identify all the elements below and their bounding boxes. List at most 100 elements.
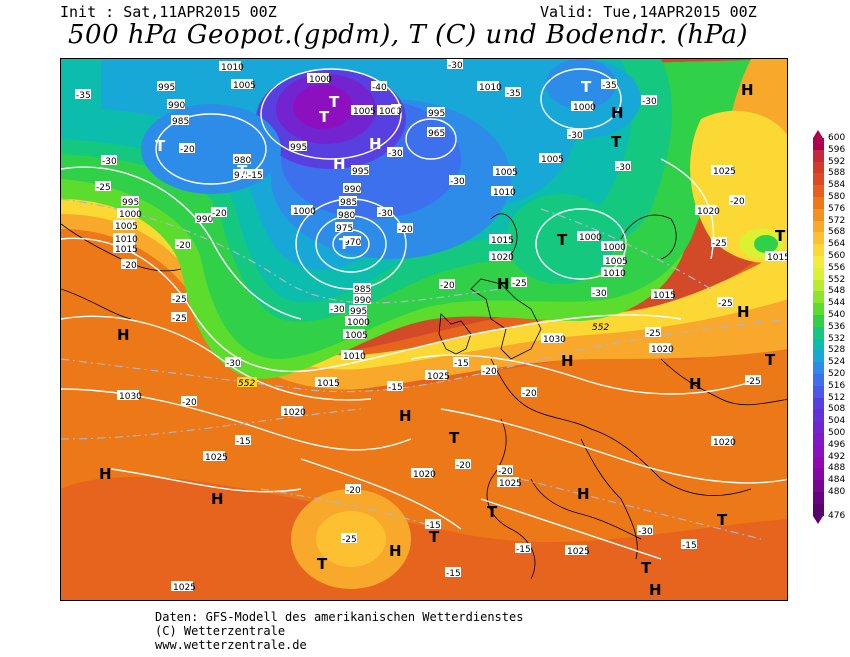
- credits-copyright: (C) Wetterzentrale: [155, 624, 286, 638]
- low-centre-3: T: [391, 101, 402, 119]
- legend-swatch: [813, 374, 824, 387]
- temp-label-i: -25: [172, 295, 187, 305]
- legend-swatch: [813, 161, 824, 174]
- coastlines: [61, 213, 787, 580]
- high-centre-8: H: [561, 352, 574, 370]
- pressure-centres: T T H H T T T T T H T T H T H H H H H T …: [99, 78, 786, 599]
- pressure-label-1015-d: 1015: [767, 253, 788, 263]
- temp-label-ap: -15: [426, 521, 441, 531]
- legend-value-label: 508: [828, 404, 846, 415]
- pressure-label-1025-c: 1025: [205, 453, 228, 463]
- temp-label-y: -20: [440, 281, 455, 291]
- legend-swatch: [813, 385, 824, 399]
- high-centre-2: H: [333, 155, 346, 173]
- pressure-label-1015-c: 1015: [653, 291, 676, 301]
- legend-value-label: 568: [828, 227, 846, 238]
- pressure-label-970: 970: [344, 238, 361, 248]
- legend-value-label: 476: [828, 510, 846, 521]
- legend-swatch: [813, 444, 824, 458]
- temp-label-ad: -15: [236, 437, 251, 447]
- legend-value-label: 528: [828, 345, 846, 356]
- pressure-label-1010-d: 1010: [479, 83, 502, 93]
- legend-swatch: [813, 480, 824, 493]
- legend-swatch: [813, 244, 824, 257]
- legend-value-label: 480: [828, 487, 846, 497]
- legend-value-label: 544: [828, 298, 846, 309]
- pressure-label-1010-e: 1010: [493, 188, 516, 198]
- legend-value-label: 548: [828, 286, 846, 297]
- legend-value-label: 588: [828, 168, 846, 179]
- high-centre-9: H: [689, 375, 702, 393]
- legend-swatch: [813, 315, 824, 328]
- legend-swatch: [813, 397, 824, 410]
- map-title: 500 hPa Geopot.(gpdm), T (C) und Bodendr…: [68, 20, 749, 50]
- legend-swatch: [813, 185, 824, 198]
- temp-label-at: -15: [682, 541, 697, 551]
- pressure-label-1005-d: 1005: [115, 222, 138, 232]
- legend-swatch: [813, 492, 824, 505]
- temp-label-n: -30: [450, 177, 465, 187]
- pressure-label-1000-h: 1000: [603, 243, 626, 253]
- pressure-label-1000-c: 1000: [293, 207, 316, 217]
- temp-label-q: -35: [602, 81, 617, 91]
- temp-label-ae: -15: [388, 383, 403, 393]
- pressure-label-995-c: 995: [428, 109, 445, 119]
- pressure-label-1000-g: 1000: [579, 233, 602, 243]
- pressure-label-950: 965: [428, 129, 445, 139]
- colour-scale-legend: 600 596 592 588 584 580 576 572 568 564 560 556 552 5…: [811, 130, 850, 530]
- low-centre-7: T: [581, 78, 592, 96]
- pressure-label-1025-a: 1025: [713, 167, 736, 177]
- pressure-label-975-a: 975: [234, 171, 251, 181]
- legend-value-label: 540: [828, 310, 846, 320]
- pressure-label-1005-e: 1005: [541, 155, 564, 165]
- temp-label-ak: -25: [746, 377, 761, 387]
- temp-label-as: -30: [638, 527, 653, 537]
- temp-label-t: -30: [616, 163, 631, 173]
- temp-label-h: -20: [122, 261, 137, 271]
- low-centre-15: T: [317, 555, 328, 573]
- weather-map: 1010 1005 1000 995 990 985 980 975 995 1…: [60, 58, 788, 601]
- temp-label-aq: -15: [516, 545, 531, 555]
- pressure-label-985-a: 985: [172, 117, 189, 127]
- legend-value-label: 500: [828, 428, 846, 438]
- legend-swatch: [813, 279, 824, 292]
- high-centre-13: H: [577, 485, 590, 503]
- temp-label-d: -20: [180, 145, 195, 155]
- temp-label-ag: -20: [482, 367, 497, 377]
- pressure-label-975-b: 975: [336, 224, 353, 234]
- pressure-label-1030-b: 1030: [119, 392, 142, 402]
- temp-label-ac: -20: [182, 398, 197, 408]
- high-centre-12: H: [211, 490, 224, 508]
- temp-label-an: -20: [346, 486, 361, 496]
- pressure-labels: 1010 1005 1000 995 990 985 980 975 995 1…: [113, 61, 788, 593]
- pressure-label-995-b: 995: [290, 143, 307, 153]
- high-centre-4: H: [741, 81, 754, 99]
- temp-label-ar: -15: [446, 569, 461, 579]
- legend-value-label: 580: [828, 192, 846, 202]
- temp-label-w: -25: [512, 279, 527, 289]
- temp-label-b: -30: [102, 157, 117, 167]
- low-centre-4: T: [155, 137, 166, 155]
- pressure-label-1020-c: 1020: [651, 345, 674, 355]
- pressure-label-990-b: 990: [344, 185, 361, 195]
- pressure-label-980-a: 980: [234, 156, 251, 166]
- low-centre-12: T: [449, 429, 460, 447]
- temperature-labels: -35 -30 -25 -20 -15 -20 -20 -20 -25 -40 …: [75, 59, 761, 579]
- pressure-label-1005-b: 1005: [353, 107, 376, 117]
- pressure-label-1010-b: 1010: [343, 352, 366, 362]
- high-centre-3: H: [611, 104, 624, 122]
- pressure-label-1010-a: 1010: [221, 63, 244, 73]
- legend-swatch: [813, 149, 824, 163]
- temp-label-u: -20: [730, 197, 745, 207]
- temp-label-aj: -25: [718, 299, 733, 309]
- legend-swatch: [813, 173, 824, 186]
- temp-label-o: -30: [378, 209, 393, 219]
- credits-data-source: Daten: GFS-Modell des amerikanischen Wet…: [155, 610, 524, 624]
- legend-value-label: 516: [828, 380, 846, 391]
- legend-value-label: 576: [828, 203, 846, 214]
- legend-value-label: 564: [828, 239, 846, 250]
- legend-swatch: [813, 256, 824, 269]
- legend-top-arrow: [813, 130, 823, 138]
- init-time: Init : Sat,11APR2015 00Z: [60, 3, 277, 21]
- legend-swatch: [813, 362, 824, 375]
